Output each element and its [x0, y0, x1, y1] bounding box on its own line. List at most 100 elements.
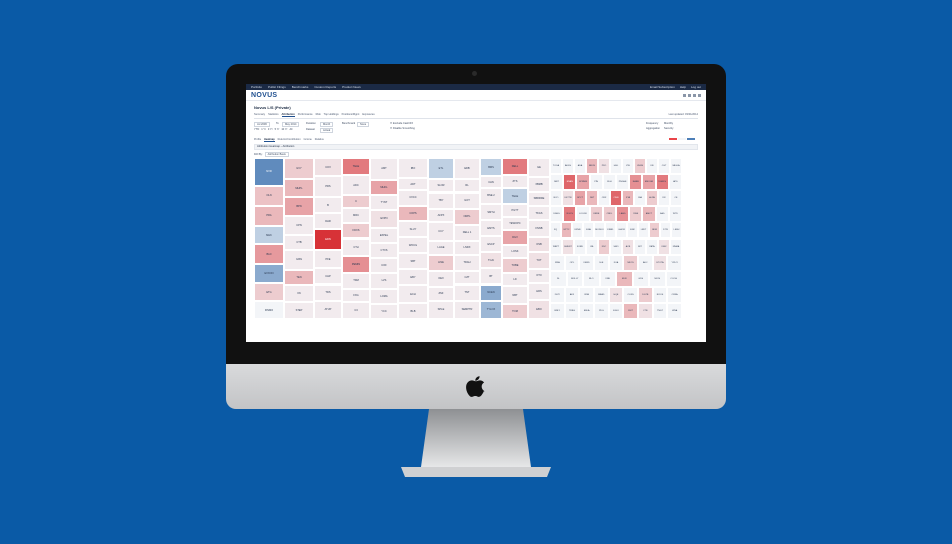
heatmap-cell[interactable]: MHKL	[370, 179, 398, 195]
heatmap-cell[interactable]: SWE	[629, 206, 643, 223]
heatmap-cell[interactable]: RL	[454, 178, 480, 193]
heatmap-cell[interactable]: BRAD	[594, 286, 609, 303]
tab-attribution[interactable]: Attribution	[281, 113, 295, 117]
heatmap-cell[interactable]: GVY	[284, 158, 314, 180]
share-icon[interactable]	[693, 93, 696, 97]
heatmap-cell[interactable]: XBMB	[528, 177, 550, 192]
tab-performance[interactable]: Performance	[297, 113, 313, 116]
heatmap-cell[interactable]: CPN	[284, 215, 314, 236]
email-subscription-link[interactable]: Email Subscription	[649, 85, 675, 89]
exclude-cash-checkbox[interactable]: Exclude Cash/FX	[393, 122, 414, 125]
heatmap-cell[interactable]: YCC	[370, 303, 398, 319]
heatmap-cell[interactable]: PRS	[314, 176, 342, 198]
subtab-relative[interactable]: Relative	[314, 138, 324, 141]
heatmap-cell[interactable]: EXPEL	[370, 227, 398, 243]
heatmap-cell[interactable]: RLO	[583, 270, 600, 287]
heatmap-cell[interactable]: KB	[646, 158, 658, 175]
heatmap-cell[interactable]: PFE	[314, 250, 342, 269]
settings-icon[interactable]	[698, 93, 701, 97]
heatmap-cell[interactable]: BT	[480, 268, 502, 285]
heatmap-cell[interactable]: RLH	[602, 174, 616, 191]
heatmap-cell[interactable]: BLD	[254, 244, 284, 265]
heatmap-cell[interactable]: TYNT	[370, 194, 398, 211]
heatmap-cell[interactable]: ADA	[574, 158, 586, 175]
heatmap-cell[interactable]: SMTH	[480, 204, 502, 221]
novus-logo[interactable]: NOVUS	[251, 91, 278, 99]
range-chip-1yr[interactable]: 1 Yr	[261, 128, 266, 131]
heatmap-cell[interactable]: YPLCI	[667, 254, 682, 271]
heatmap-cell[interactable]: MRT	[550, 174, 564, 191]
heatmap-cell[interactable]: EPTC	[561, 222, 572, 239]
heatmap-cell[interactable]: CE	[670, 190, 682, 207]
heatmap-cell[interactable]: WNA	[667, 302, 682, 319]
heatmap-cell[interactable]: MFCS	[623, 254, 638, 271]
heatmap-cell[interactable]: CZT	[454, 270, 480, 285]
heatmap-cell[interactable]: RPA	[579, 286, 594, 303]
heatmap-cell[interactable]: DELL 1	[454, 224, 480, 241]
heatmap-cell[interactable]: LBXT	[638, 222, 649, 239]
heatmap-cell[interactable]: EXPN	[370, 210, 398, 228]
heatmap-cell[interactable]: HRS	[528, 282, 550, 300]
heatmap-cell[interactable]: TOM	[502, 303, 528, 319]
heatmap-cell[interactable]: C	[342, 194, 370, 209]
heatmap-cell[interactable]: OEX	[428, 270, 454, 287]
heatmap-cell[interactable]: GDS	[632, 270, 649, 287]
heatmap-cell[interactable]: OPL	[564, 254, 580, 271]
heatmap-cell[interactable]: SBT	[398, 253, 428, 270]
drill-select[interactable]: Attribution Basis	[264, 152, 289, 157]
range-chip-5yr[interactable]: 5 Yr	[274, 128, 280, 131]
heatmap-cell[interactable]: RABB	[629, 174, 643, 191]
heatmap-cell[interactable]: EMTS	[480, 220, 502, 237]
heatmap-cell[interactable]: XGRFS	[655, 174, 669, 191]
heatmap-cell[interactable]: SMO	[610, 238, 622, 255]
heatmap-cell[interactable]: COPS	[398, 205, 428, 222]
heatmap-cell[interactable]: MOIS	[649, 270, 666, 287]
heatmap-cell[interactable]: ORPL	[454, 208, 480, 225]
heatmap-cell[interactable]: XIV	[658, 190, 670, 207]
heatmap-cell[interactable]: DELL	[502, 158, 528, 176]
benchmark-select[interactable]: None	[357, 122, 370, 127]
heatmap-cell[interactable]: TELE	[342, 158, 370, 176]
top-nav-benchmarks[interactable]: Benchmarks	[291, 85, 309, 89]
heatmap-cell[interactable]: WFA	[550, 254, 565, 271]
heatmap-cell[interactable]: OTO	[528, 268, 550, 283]
heatmap-cell[interactable]: ADC	[638, 254, 653, 271]
heatmap-cell[interactable]: EDR	[616, 270, 633, 287]
heatmap-cell[interactable]: WTD	[668, 206, 682, 223]
heatmap-cell[interactable]: FNE	[599, 270, 616, 287]
frequency-select[interactable]: Monthly	[664, 122, 674, 125]
heatmap-cell[interactable]: FINMO	[254, 301, 284, 319]
date-from-select[interactable]: Jul 2006	[254, 122, 270, 127]
heatmap-cell[interactable]: MODUO	[594, 222, 605, 239]
heatmap-cell[interactable]: BRCE	[586, 158, 598, 175]
heatmap-cell[interactable]: FIBRL	[605, 222, 616, 239]
range-chip-3yr[interactable]: 3 Yr	[267, 128, 273, 131]
heatmap-cell[interactable]: ROOS	[652, 286, 668, 303]
heatmap-cell[interactable]: RGCS	[563, 206, 577, 223]
heatmap-cell[interactable]: ETL	[428, 158, 454, 179]
heatmap-cell[interactable]: SPLE	[428, 300, 454, 319]
heatmap-cell[interactable]: PIN	[589, 174, 603, 191]
subtab-profile[interactable]: Profile	[254, 138, 262, 141]
heatmap-cell[interactable]: PDG	[594, 302, 609, 319]
heatmap-cell[interactable]: JBL	[586, 238, 598, 255]
heatmap-cell[interactable]: INA	[634, 190, 646, 207]
heatmap-cell[interactable]: CBFL	[602, 206, 616, 223]
heatmap-cell[interactable]: NBT	[502, 286, 528, 304]
heatmap-cell[interactable]: CTXS	[370, 242, 398, 259]
heatmap-cell[interactable]: KFNB	[572, 222, 583, 239]
heatmap-cell[interactable]: GE	[528, 158, 550, 178]
heatmap-cell[interactable]: SEMPTR	[454, 300, 480, 319]
heatmap-cell[interactable]: EMOGR	[642, 174, 656, 191]
heatmap-cell[interactable]: CHP	[314, 268, 342, 285]
heatmap-cell[interactable]: BMS	[480, 158, 502, 177]
heatmap-cell[interactable]: IHSS	[284, 250, 314, 270]
heatmap-cell[interactable]: TCAI	[480, 252, 502, 269]
heatmap-cell[interactable]: TOT	[528, 251, 550, 269]
subtab-heatmap[interactable]: Heatmap	[264, 138, 275, 142]
duration-select[interactable]: Month	[320, 122, 334, 127]
heatmap-cell[interactable]: TYLOX	[480, 300, 502, 319]
heatmap-cell[interactable]: LOOGX	[576, 206, 590, 223]
heatmap-cell[interactable]: TNT	[454, 284, 480, 301]
heatmap-cell[interactable]: EBO	[528, 299, 550, 319]
